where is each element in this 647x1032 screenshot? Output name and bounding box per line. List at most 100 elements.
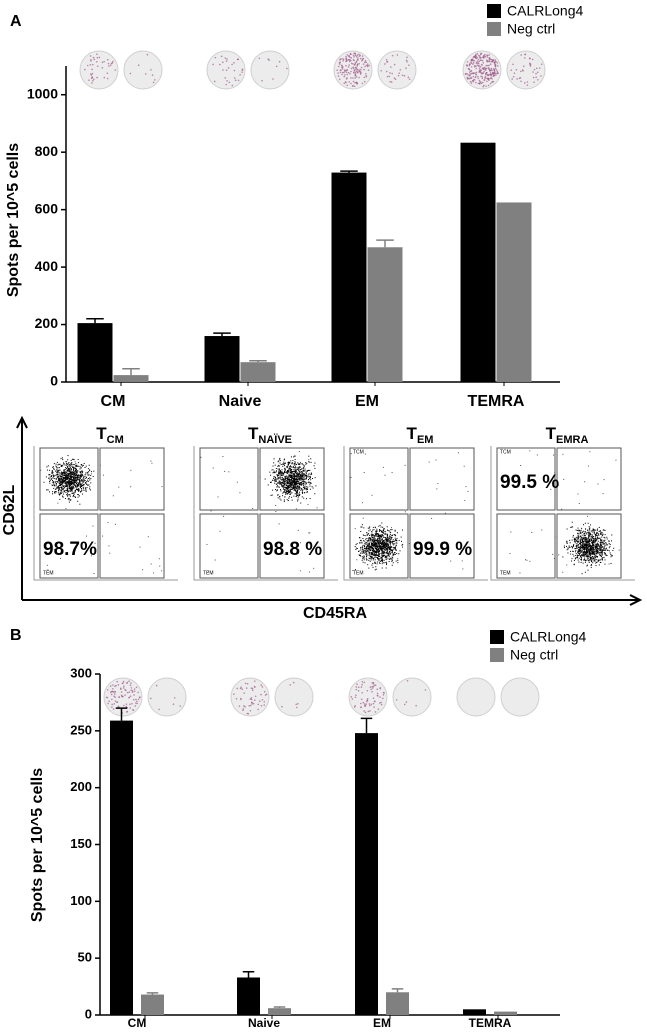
event-dot — [371, 539, 373, 541]
event-dot — [397, 558, 399, 560]
event-dot — [578, 548, 580, 550]
event-dot — [577, 541, 579, 543]
event-dot — [63, 487, 65, 489]
event-dot — [289, 488, 291, 490]
spot — [341, 57, 343, 60]
event-dot — [404, 464, 406, 466]
event-dot — [295, 480, 297, 482]
event-dot — [576, 540, 578, 542]
event-dot — [78, 479, 80, 481]
event-dot — [384, 549, 386, 551]
event-dot — [386, 540, 388, 542]
event-dot — [375, 540, 377, 542]
event-dot — [609, 543, 611, 545]
event-dot — [566, 543, 568, 545]
event-dot — [360, 546, 362, 548]
spot — [343, 75, 346, 78]
event-dot — [391, 550, 393, 552]
event-dot — [589, 538, 591, 540]
event-dot — [293, 456, 295, 458]
spot — [477, 58, 480, 61]
event-dot — [54, 491, 56, 493]
event-dot — [67, 470, 69, 472]
event-dot — [591, 546, 593, 548]
well-image — [348, 677, 388, 717]
well-image — [456, 677, 496, 717]
event-dot — [274, 482, 276, 484]
spot — [406, 56, 408, 59]
event-dot — [595, 538, 597, 540]
event-dot — [387, 540, 389, 542]
event-dot — [293, 467, 295, 469]
event-dot — [295, 465, 297, 467]
spot — [248, 704, 251, 707]
event-dot — [77, 479, 79, 481]
spot — [253, 685, 256, 688]
event-dot — [295, 464, 297, 466]
spot — [494, 60, 497, 63]
event-dot — [378, 558, 380, 560]
spot — [468, 64, 471, 67]
event-dot — [373, 557, 375, 559]
spot — [472, 63, 474, 65]
spot — [231, 84, 234, 87]
event-dot — [73, 479, 75, 481]
event-dot — [366, 533, 368, 535]
event-dot — [78, 474, 80, 476]
spot — [350, 57, 353, 59]
event-dot — [69, 476, 71, 478]
spot — [494, 59, 497, 61]
event-dot — [79, 481, 81, 483]
event-dot — [286, 475, 288, 477]
spot — [146, 53, 149, 56]
spot — [110, 693, 113, 696]
event-dot — [599, 552, 601, 554]
event-dot — [296, 491, 298, 493]
spot — [339, 58, 342, 60]
flow-percent: 98.7% — [43, 539, 97, 560]
spot — [480, 69, 483, 71]
event-dot — [61, 495, 63, 497]
event-dot — [69, 479, 71, 481]
gate — [39, 513, 99, 579]
spot — [352, 63, 354, 65]
event-dot — [86, 483, 88, 485]
spot — [391, 54, 394, 57]
event-dot — [397, 562, 399, 564]
event-dot — [63, 487, 65, 489]
event-dot — [380, 526, 382, 528]
event-dot — [575, 557, 577, 559]
event-dot — [289, 490, 291, 492]
event-dot — [354, 569, 356, 571]
event-dot — [367, 527, 369, 529]
event-dot — [595, 540, 597, 542]
event-dot — [72, 466, 74, 468]
event-dot — [358, 550, 360, 552]
event-dot — [396, 542, 398, 544]
event-dot — [67, 489, 69, 491]
spot — [124, 694, 126, 696]
event-dot — [598, 549, 600, 551]
event-dot — [58, 485, 60, 487]
spot — [488, 60, 491, 63]
event-dot — [381, 553, 383, 555]
event-dot — [603, 549, 605, 551]
event-dot — [590, 524, 592, 526]
spot — [469, 63, 471, 65]
spot — [234, 79, 237, 82]
spot — [520, 54, 523, 56]
event-dot — [82, 480, 84, 482]
spot — [244, 705, 246, 708]
event-dot — [580, 532, 582, 534]
event-dot — [277, 468, 279, 470]
event-dot — [288, 474, 290, 476]
event-dot — [573, 545, 575, 547]
event-dot — [588, 560, 590, 562]
event-dot — [76, 474, 78, 476]
event-dot — [374, 536, 376, 538]
event-dot — [366, 547, 368, 549]
spot — [111, 703, 114, 706]
event-dot — [376, 551, 378, 553]
event-dot — [368, 557, 370, 559]
event-dot — [50, 472, 52, 474]
